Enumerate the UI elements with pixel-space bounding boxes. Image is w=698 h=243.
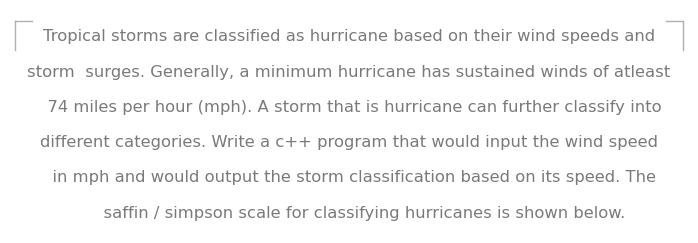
Text: saffin / simpson scale for classifying hurricanes is shown below.: saffin / simpson scale for classifying h… xyxy=(73,206,625,221)
Text: different categories. Write a c++ program that would input the wind speed: different categories. Write a c++ progra… xyxy=(40,135,658,150)
Text: in mph and would output the storm classification based on its speed. The: in mph and would output the storm classi… xyxy=(42,170,656,185)
Text: 74 miles per hour (mph). A storm that is hurricane can further classify into: 74 miles per hour (mph). A storm that is… xyxy=(37,100,661,115)
Text: Tropical storms are classified as hurricane based on their wind speeds and: Tropical storms are classified as hurric… xyxy=(43,29,655,44)
Text: storm  surges. Generally, a minimum hurricane has sustained winds of atleast: storm surges. Generally, a minimum hurri… xyxy=(27,65,671,80)
